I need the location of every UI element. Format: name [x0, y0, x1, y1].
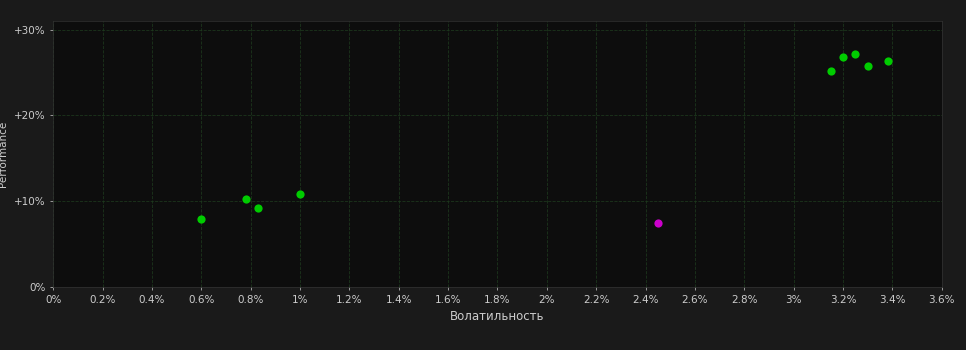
- X-axis label: Волатильность: Волатильность: [450, 310, 545, 323]
- Point: [193, 216, 209, 222]
- Point: [823, 68, 838, 74]
- Point: [836, 54, 851, 60]
- Y-axis label: Performance: Performance: [0, 121, 9, 187]
- Point: [848, 51, 864, 56]
- Point: [293, 191, 308, 197]
- Point: [860, 63, 875, 68]
- Point: [238, 197, 253, 202]
- Point: [650, 220, 666, 225]
- Point: [250, 205, 266, 211]
- Point: [880, 58, 895, 64]
